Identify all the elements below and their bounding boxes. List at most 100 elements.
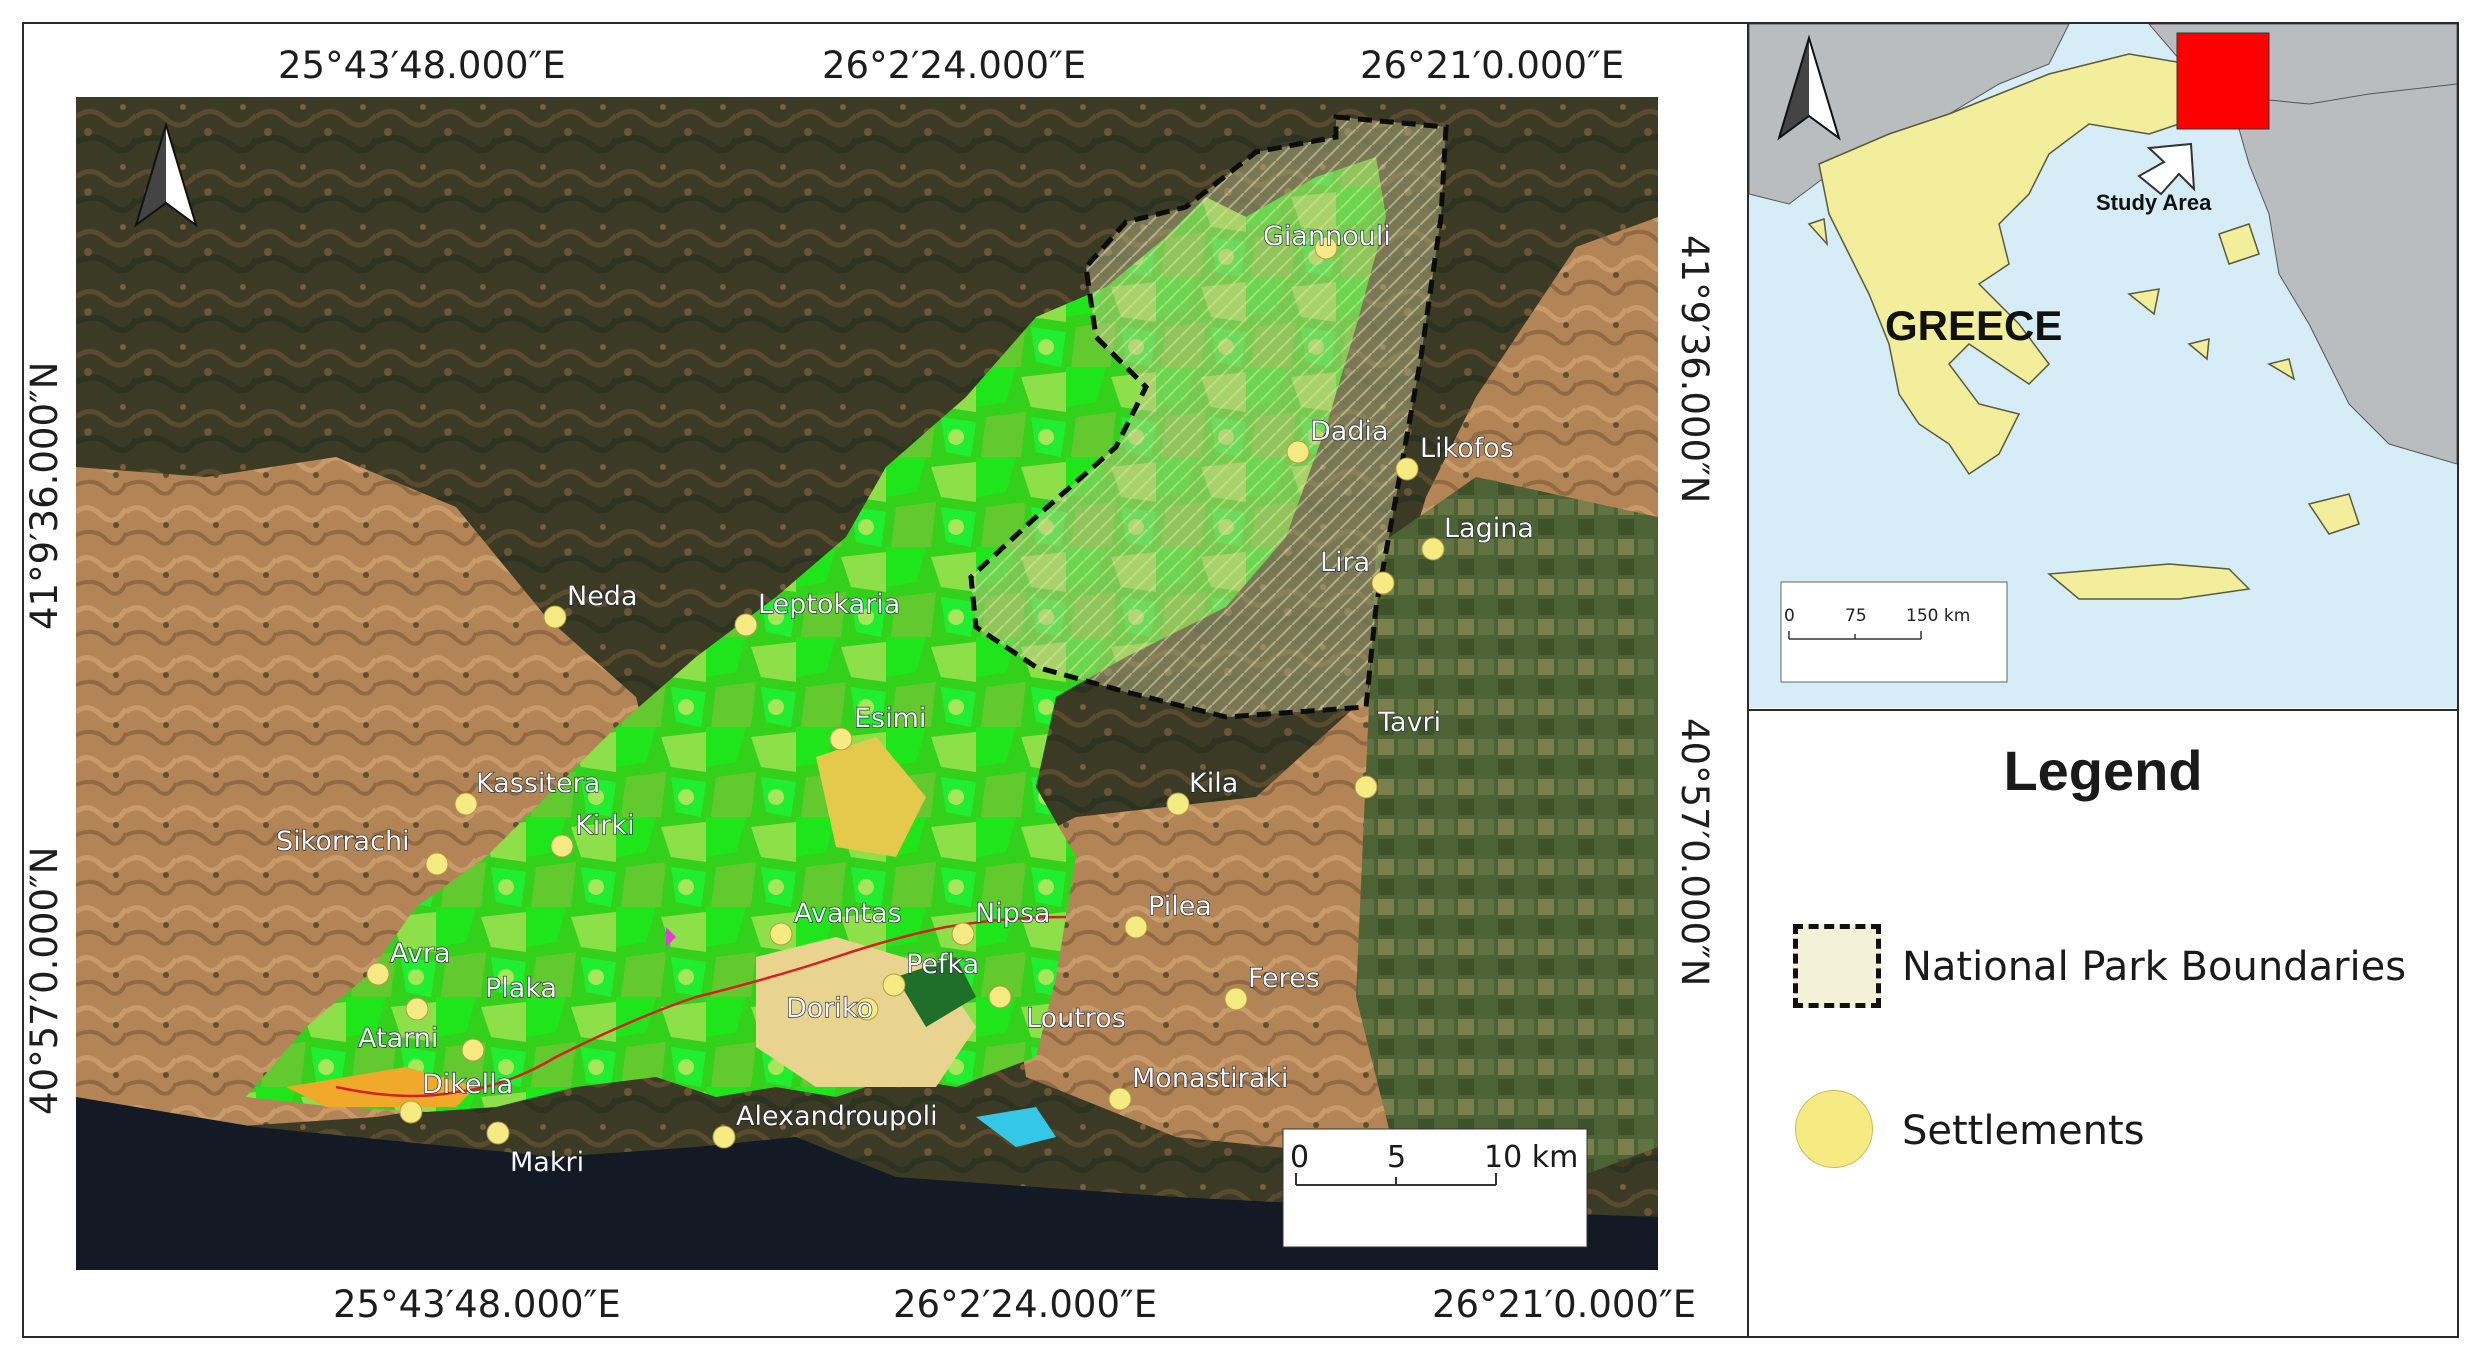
bottom-coord-3: 26°21′0.000″E [1432, 1283, 1697, 1326]
settlement-label: Dadia [1310, 416, 1389, 447]
settlement-marker [712, 1125, 736, 1149]
settlement-marker [405, 997, 429, 1021]
bottom-coord-2: 26°2′24.000″E [893, 1283, 1158, 1326]
panel-divider-horizontal [1747, 709, 2459, 711]
settlement-marker [882, 973, 906, 997]
settlement-label: Pilea [1148, 891, 1212, 922]
settlement-label: Atarni [358, 1023, 438, 1054]
land-cover-mosaic [246, 157, 1386, 1112]
inset-map: Study Area GREECE 0 75 150 km [1749, 24, 2457, 708]
settlement-marker [1371, 571, 1395, 595]
settlement-label: Likofos [1420, 433, 1514, 464]
settlement-marker [1314, 236, 1338, 260]
settlement-marker [1395, 457, 1419, 481]
settlement-label: Neda [567, 581, 638, 612]
settlement-label: Kirki [575, 810, 634, 841]
land-cover-patch [816, 737, 926, 857]
settlement-marker [461, 1038, 485, 1062]
settlement-label: Doriko [786, 993, 873, 1024]
study-area-arrow-icon [2137, 142, 2196, 196]
settlement-marker [829, 727, 853, 751]
top-coord-1: 25°43′48.000″E [278, 44, 566, 87]
settlement-marker [1166, 792, 1190, 816]
settlement-label: Lira [1320, 547, 1370, 578]
settlement-marker [951, 922, 975, 946]
settlement-label: Sikorrachi [276, 826, 410, 857]
settlements-layer: Giannouli Dadia Likofos Lagina Lira Neda… [275, 220, 1534, 1178]
settlement-marker [855, 997, 879, 1021]
settlement-label: Giannouli [1263, 221, 1391, 252]
left-coord-2: 40°57′0.000″N [23, 846, 66, 1116]
settlement-label: Loutros [1026, 1003, 1126, 1034]
main-map: Giannouli Dadia Likofos Lagina Lira Neda… [76, 97, 1658, 1270]
land-cover-patch [286, 1067, 476, 1107]
legend-label-settlement: Settlements [1902, 1108, 2145, 1154]
greece-label: GREECE [1885, 302, 2062, 349]
settlement-label: Leptokaria [758, 589, 900, 620]
island [2127, 288, 2160, 316]
study-area-box [2176, 32, 2270, 130]
legend-label-park: National Park Boundaries [1902, 944, 2407, 990]
settlement-marker [1286, 440, 1310, 464]
map-frame [22, 22, 2459, 1338]
settlement-marker [1108, 1087, 1132, 1111]
rhodes [2307, 493, 2360, 535]
legend-swatch-park [1793, 924, 1881, 1008]
settlement-label: Avra [390, 938, 451, 969]
settlement-marker [1124, 915, 1148, 939]
settlement-marker [550, 834, 574, 858]
main-scale-bar: 0 5 10 km [1282, 1128, 1588, 1248]
island [2267, 358, 2296, 381]
settlement-marker [988, 985, 1012, 1009]
settlement-label: Nipsa [975, 898, 1050, 929]
sea [76, 1097, 1658, 1270]
settlement-label: Feres [1248, 963, 1320, 994]
settlement-marker [399, 1100, 423, 1124]
settlement-marker [769, 922, 793, 946]
settlement-label: Kila [1189, 768, 1238, 799]
settlement-label: Dikella [422, 1069, 513, 1100]
island [2187, 338, 2210, 361]
study-area-label: Study Area [2096, 190, 2212, 215]
settlement-label: Lagina [1444, 513, 1534, 544]
top-coord-3: 26°21′0.000″E [1360, 44, 1625, 87]
land-cover-patch [976, 1107, 1056, 1147]
panel-divider-vertical [1747, 22, 1749, 1338]
settlement-marker [1354, 775, 1378, 799]
scale-label-10: 10 km [1484, 1140, 1578, 1175]
settlement-marker [366, 962, 390, 986]
crete [2047, 563, 2251, 600]
scale-label-0: 0 [1290, 1140, 1309, 1175]
evros-delta-fields [1356, 477, 1658, 1197]
lesbos [2218, 223, 2260, 265]
settlement-marker [1421, 537, 1445, 561]
inset-scale-label-150: 150 km [1906, 606, 1970, 626]
land-cover-patch [896, 957, 976, 1027]
inset-north-arrow-icon [1777, 34, 1841, 141]
settlement-marker [425, 852, 449, 876]
main-road [335, 915, 1067, 1098]
legend-title: Legend [2003, 739, 2203, 802]
scale-label-5: 5 [1387, 1140, 1406, 1175]
settlement-label: Avantas [794, 898, 902, 929]
settlement-label: Esimi [854, 703, 926, 734]
settlement-marker [1224, 987, 1248, 1011]
settlement-label: Tavri [1377, 707, 1441, 738]
land-cover-patch [666, 927, 676, 947]
island [1807, 217, 1829, 247]
settlement-marker [486, 1121, 510, 1145]
settlement-marker [543, 605, 567, 629]
settlement-label: Alexandroupoli [736, 1101, 938, 1132]
inset-scale-bar: 0 75 150 km [1780, 581, 2008, 683]
right-coord-2: 40°57′0.000″N [1673, 718, 1716, 987]
inset-scale-label-0: 0 [1784, 606, 1795, 626]
settlement-label: Makri [510, 1147, 584, 1178]
settlement-label: Monastiraki [1132, 1063, 1288, 1094]
settlement-label: Kassitera [476, 768, 600, 799]
inset-scale-label-75: 75 [1845, 606, 1867, 626]
settlement-label: Pefka [906, 949, 979, 980]
settlement-marker [454, 792, 478, 816]
top-coord-2: 26°2′24.000″E [822, 44, 1087, 87]
settlement-marker [734, 613, 758, 637]
north-arrow-icon [134, 121, 198, 228]
